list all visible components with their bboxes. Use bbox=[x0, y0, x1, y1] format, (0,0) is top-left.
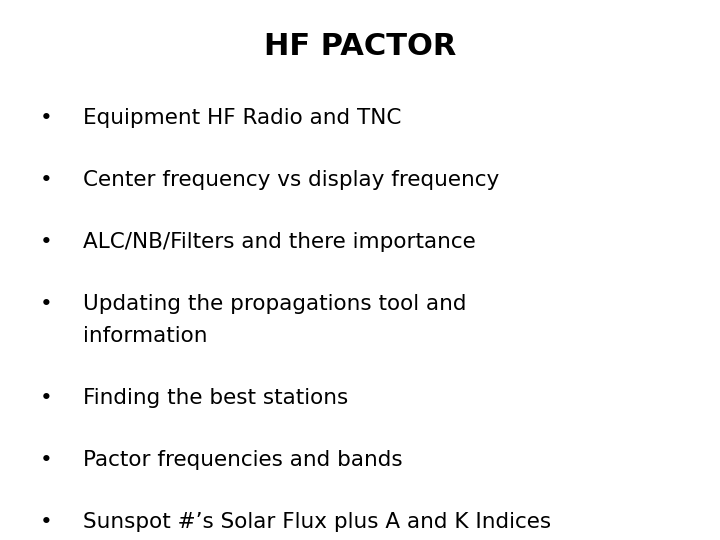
Text: Pactor frequencies and bands: Pactor frequencies and bands bbox=[83, 450, 402, 470]
Text: •: • bbox=[40, 294, 53, 314]
Text: •: • bbox=[40, 512, 53, 532]
Text: Equipment HF Radio and TNC: Equipment HF Radio and TNC bbox=[83, 108, 401, 128]
Text: Finding the best stations: Finding the best stations bbox=[83, 388, 348, 408]
Text: •: • bbox=[40, 450, 53, 470]
Text: Updating the propagations tool and: Updating the propagations tool and bbox=[83, 294, 467, 314]
Text: •: • bbox=[40, 170, 53, 190]
Text: ALC/NB/Filters and there importance: ALC/NB/Filters and there importance bbox=[83, 232, 475, 252]
Text: information: information bbox=[83, 326, 207, 346]
Text: •: • bbox=[40, 388, 53, 408]
Text: •: • bbox=[40, 108, 53, 128]
Text: •: • bbox=[40, 232, 53, 252]
Text: HF PACTOR: HF PACTOR bbox=[264, 32, 456, 62]
Text: Center frequency vs display frequency: Center frequency vs display frequency bbox=[83, 170, 499, 190]
Text: Sunspot #’s Solar Flux plus A and K Indices: Sunspot #’s Solar Flux plus A and K Indi… bbox=[83, 512, 551, 532]
